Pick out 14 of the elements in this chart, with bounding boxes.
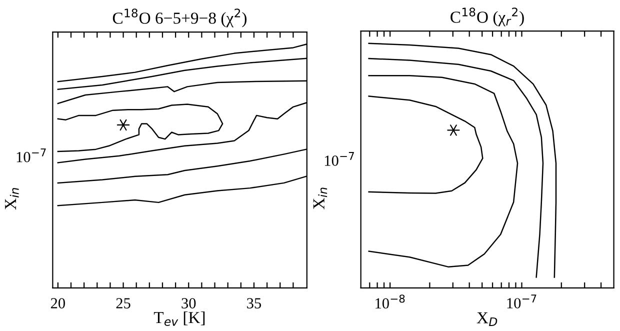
x-tick-label: 20: [50, 298, 65, 308]
chart-title: C$^{18}$O 6−5+9−8 (χ$^{2}$): [112, 8, 246, 28]
x-tick-label: 10$^{−7}$: [507, 294, 536, 308]
x-tick-label: 25: [116, 298, 130, 308]
y-axis-title: X$_{in}$: [5, 188, 19, 210]
x-axis-title: X$_{D}$: [476, 312, 498, 326]
x-axis-title: T$_{ev}$ [K]: [154, 311, 205, 326]
x-tick-label: 10$^{−8}$: [376, 294, 405, 309]
x-tick-label: 35: [247, 298, 262, 308]
y-axis-title: X$_{in}$: [313, 188, 328, 210]
text: 10$^{−7}$: [16, 148, 46, 162]
chart-title: C$^{18}$O (χ$_{r}$$^{2}$): [450, 8, 524, 26]
text: 10$^{−7}$: [325, 152, 354, 166]
x-tick-label: 30: [182, 298, 196, 308]
